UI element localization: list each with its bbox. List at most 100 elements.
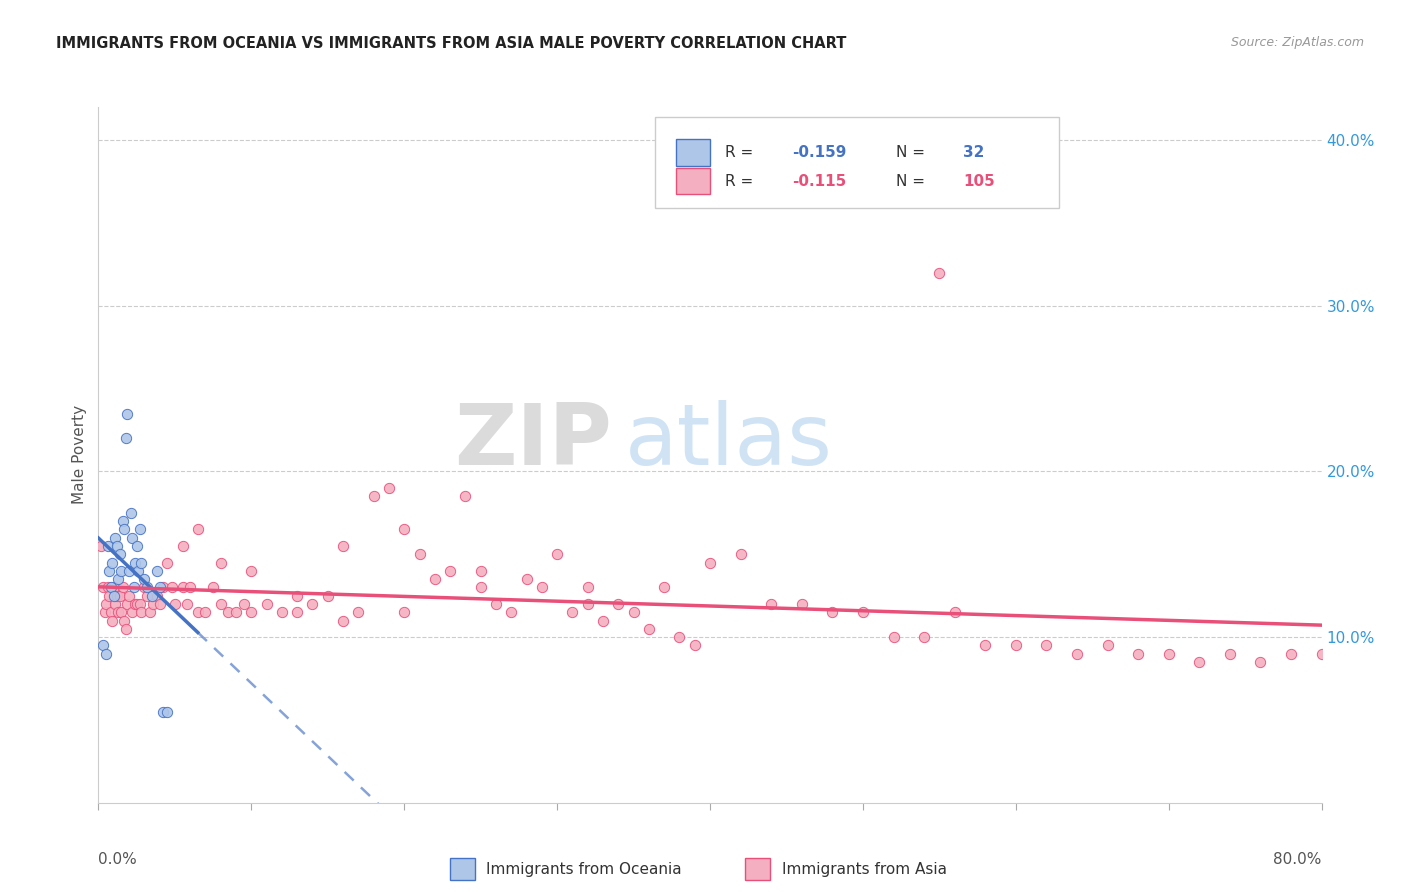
Text: 105: 105 xyxy=(963,174,995,188)
Point xyxy=(623,605,645,619)
Point xyxy=(1097,639,1119,653)
Point xyxy=(112,523,135,537)
Point xyxy=(111,581,134,595)
Point xyxy=(202,581,225,595)
Point xyxy=(852,605,875,619)
Point xyxy=(209,597,232,611)
Point xyxy=(163,597,186,611)
Point xyxy=(485,597,508,611)
Point xyxy=(101,556,124,570)
Point xyxy=(179,581,201,595)
Point xyxy=(592,614,614,628)
Point xyxy=(301,597,323,611)
Point xyxy=(363,489,385,503)
Point xyxy=(139,605,162,619)
Text: R =: R = xyxy=(724,145,758,161)
Point xyxy=(142,597,165,611)
Point xyxy=(209,556,232,570)
Point xyxy=(1004,639,1026,653)
Text: Source: ZipAtlas.com: Source: ZipAtlas.com xyxy=(1230,36,1364,49)
Text: N =: N = xyxy=(896,174,929,188)
Point xyxy=(129,556,152,570)
Point xyxy=(194,605,217,619)
Point xyxy=(134,581,156,595)
Point xyxy=(285,589,308,603)
Point xyxy=(152,581,174,595)
Text: -0.159: -0.159 xyxy=(792,145,846,161)
Text: 32: 32 xyxy=(963,145,984,161)
Point xyxy=(94,647,117,661)
Point xyxy=(172,539,194,553)
Point xyxy=(652,581,675,595)
Point xyxy=(100,581,122,595)
Point xyxy=(120,506,142,520)
Point xyxy=(117,407,139,421)
Point xyxy=(347,605,370,619)
Point xyxy=(576,597,599,611)
Point xyxy=(378,481,401,495)
Point xyxy=(1157,647,1180,661)
Point xyxy=(187,605,209,619)
Point xyxy=(699,556,721,570)
Point xyxy=(90,539,112,553)
Point xyxy=(1219,647,1241,661)
Point xyxy=(145,589,167,603)
Point xyxy=(124,597,146,611)
FancyBboxPatch shape xyxy=(655,118,1059,208)
Point xyxy=(408,547,430,561)
Point xyxy=(530,581,553,595)
Point xyxy=(1128,647,1150,661)
Text: -0.115: -0.115 xyxy=(792,174,846,188)
Point xyxy=(285,605,308,619)
Point xyxy=(160,581,183,595)
Point xyxy=(240,605,263,619)
Point xyxy=(1035,639,1057,653)
Point xyxy=(97,581,120,595)
Point xyxy=(152,705,174,719)
Text: N =: N = xyxy=(896,145,929,161)
Text: Immigrants from Oceania: Immigrants from Oceania xyxy=(486,863,682,877)
Point xyxy=(115,622,138,636)
Point xyxy=(124,556,146,570)
Point xyxy=(730,547,752,561)
Point xyxy=(118,589,141,603)
Point xyxy=(149,581,172,595)
Point xyxy=(129,605,152,619)
Point xyxy=(156,705,179,719)
Point xyxy=(91,639,114,653)
Point xyxy=(94,597,117,611)
Point xyxy=(470,581,492,595)
Point xyxy=(225,605,247,619)
Point xyxy=(883,630,905,644)
Point xyxy=(172,581,194,595)
Point xyxy=(1066,647,1088,661)
Point xyxy=(110,564,132,578)
Point xyxy=(561,605,583,619)
Point xyxy=(439,564,461,578)
Point xyxy=(974,639,997,653)
Point xyxy=(110,605,132,619)
Point xyxy=(156,556,179,570)
Point xyxy=(107,572,129,586)
Point xyxy=(454,489,477,503)
Point xyxy=(516,572,538,586)
Point xyxy=(121,605,143,619)
Point xyxy=(1188,655,1211,669)
Point xyxy=(103,589,125,603)
Point xyxy=(759,597,782,611)
Point xyxy=(149,597,172,611)
Point xyxy=(501,605,523,619)
Point xyxy=(176,597,198,611)
Point xyxy=(232,597,254,611)
Point xyxy=(1279,647,1302,661)
Point xyxy=(1249,655,1271,669)
Point xyxy=(134,572,156,586)
Point xyxy=(100,605,122,619)
Point xyxy=(93,605,115,619)
Point xyxy=(141,589,163,603)
Point xyxy=(683,639,706,653)
Point xyxy=(104,531,127,545)
Point xyxy=(98,564,121,578)
Point xyxy=(607,597,630,611)
Text: ZIP: ZIP xyxy=(454,400,612,483)
